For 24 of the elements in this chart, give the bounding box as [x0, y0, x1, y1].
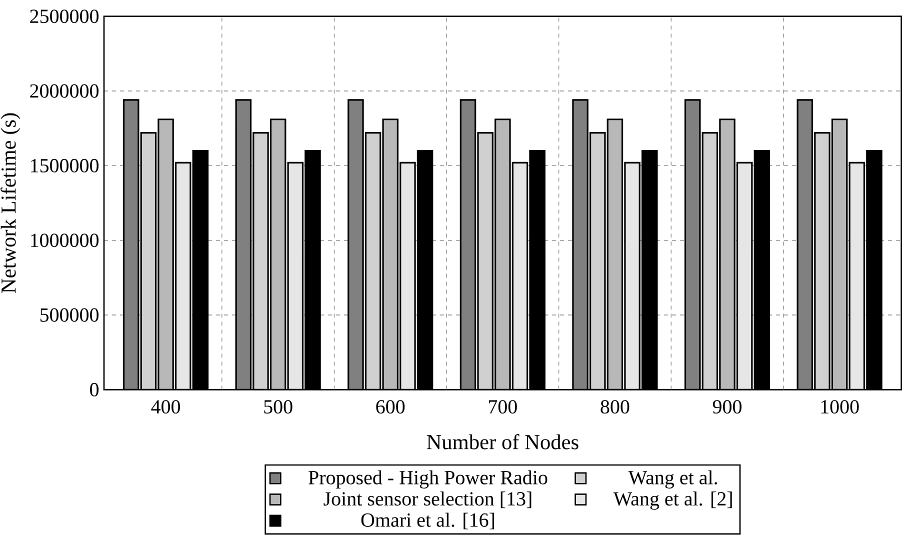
x-tick-label: 700: [488, 400, 517, 414]
y-tick-label: 2000000: [30, 84, 99, 98]
y-tick-label: 1500000: [31, 158, 99, 172]
y-axis-title: Network Lifetime (s): [0, 113, 20, 294]
legend-label: Proposed - High Power Radio: [308, 470, 548, 489]
x-tick-label: 900: [712, 400, 742, 414]
x-tick-label: 600: [376, 400, 405, 414]
x-tick-label: 500: [264, 400, 292, 414]
y-tick-label: 500000: [40, 308, 99, 322]
x-tick-label: 800: [600, 400, 630, 414]
legend-label: Wang et al. [2]: [613, 492, 732, 510]
bar: [252, 132, 269, 390]
bar: [814, 132, 830, 390]
y-tick-label: 2500000: [30, 10, 99, 24]
x-tick-label: 1000: [821, 400, 859, 414]
legend-label: Wang et al.: [628, 470, 718, 489]
x-axis-title: Number of Nodes: [426, 434, 578, 450]
y-tick-label: 1000000: [31, 234, 99, 248]
x-tick-label: 400: [151, 400, 180, 414]
text: Omari et al. [16]: [361, 512, 494, 530]
legend-label: Joint sensor selection [13]: [324, 492, 532, 508]
y-tick-label: 0: [90, 382, 99, 396]
bar: [158, 118, 174, 390]
bar: [720, 119, 735, 390]
